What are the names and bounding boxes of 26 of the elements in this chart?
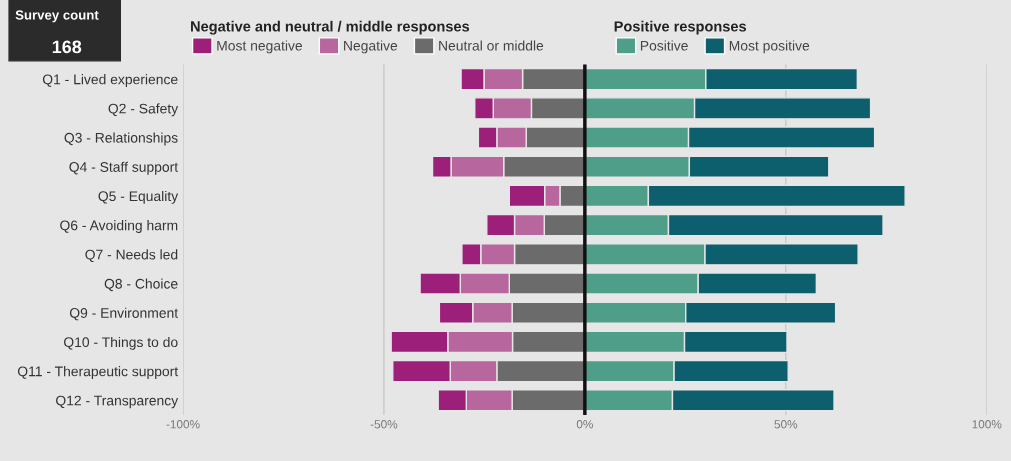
y-tick-label: Q5 - Equality <box>98 190 179 204</box>
legend-label: Neutral or middle <box>439 40 544 51</box>
text: Positive responses <box>614 20 747 35</box>
y-tick-label: Q4 - Staff support <box>69 161 179 175</box>
y-tick-label: Q8 - Choice <box>104 278 178 292</box>
y-tick-label: Q12 - Transparency <box>56 395 179 409</box>
y-tick-label: Q6 - Avoiding harm <box>60 220 178 234</box>
legend-label: Negative <box>344 40 398 54</box>
x-tick-label: 100% <box>972 420 1002 429</box>
y-tick-label: Q3 - Relationships <box>64 132 178 146</box>
x-tick-label: -50% <box>370 420 398 429</box>
y-tick-label: Q2 - Safety <box>108 103 179 117</box>
y-tick-label: Q7 - Needs led <box>85 249 178 262</box>
text: Survey count <box>15 10 99 23</box>
legend-label: Most positive <box>729 40 810 54</box>
x-tick-label: 0% <box>576 420 593 429</box>
text: Negative and neutral / middle responses <box>191 20 470 35</box>
y-tick-label: Q10 - Things to do <box>64 336 178 350</box>
x-tick-label: 50% <box>774 420 798 429</box>
y-tick-label: Q11 - Therapeutic support <box>17 366 179 380</box>
legend-label: Positive <box>640 40 688 51</box>
y-tick-label: Q1 - Lived experience <box>42 74 178 88</box>
legend-label: Most negative <box>217 40 303 54</box>
text: 168 <box>52 40 82 54</box>
x-tick-label: -100% <box>166 420 200 429</box>
y-tick-label: Q9 - Environment <box>69 307 179 321</box>
